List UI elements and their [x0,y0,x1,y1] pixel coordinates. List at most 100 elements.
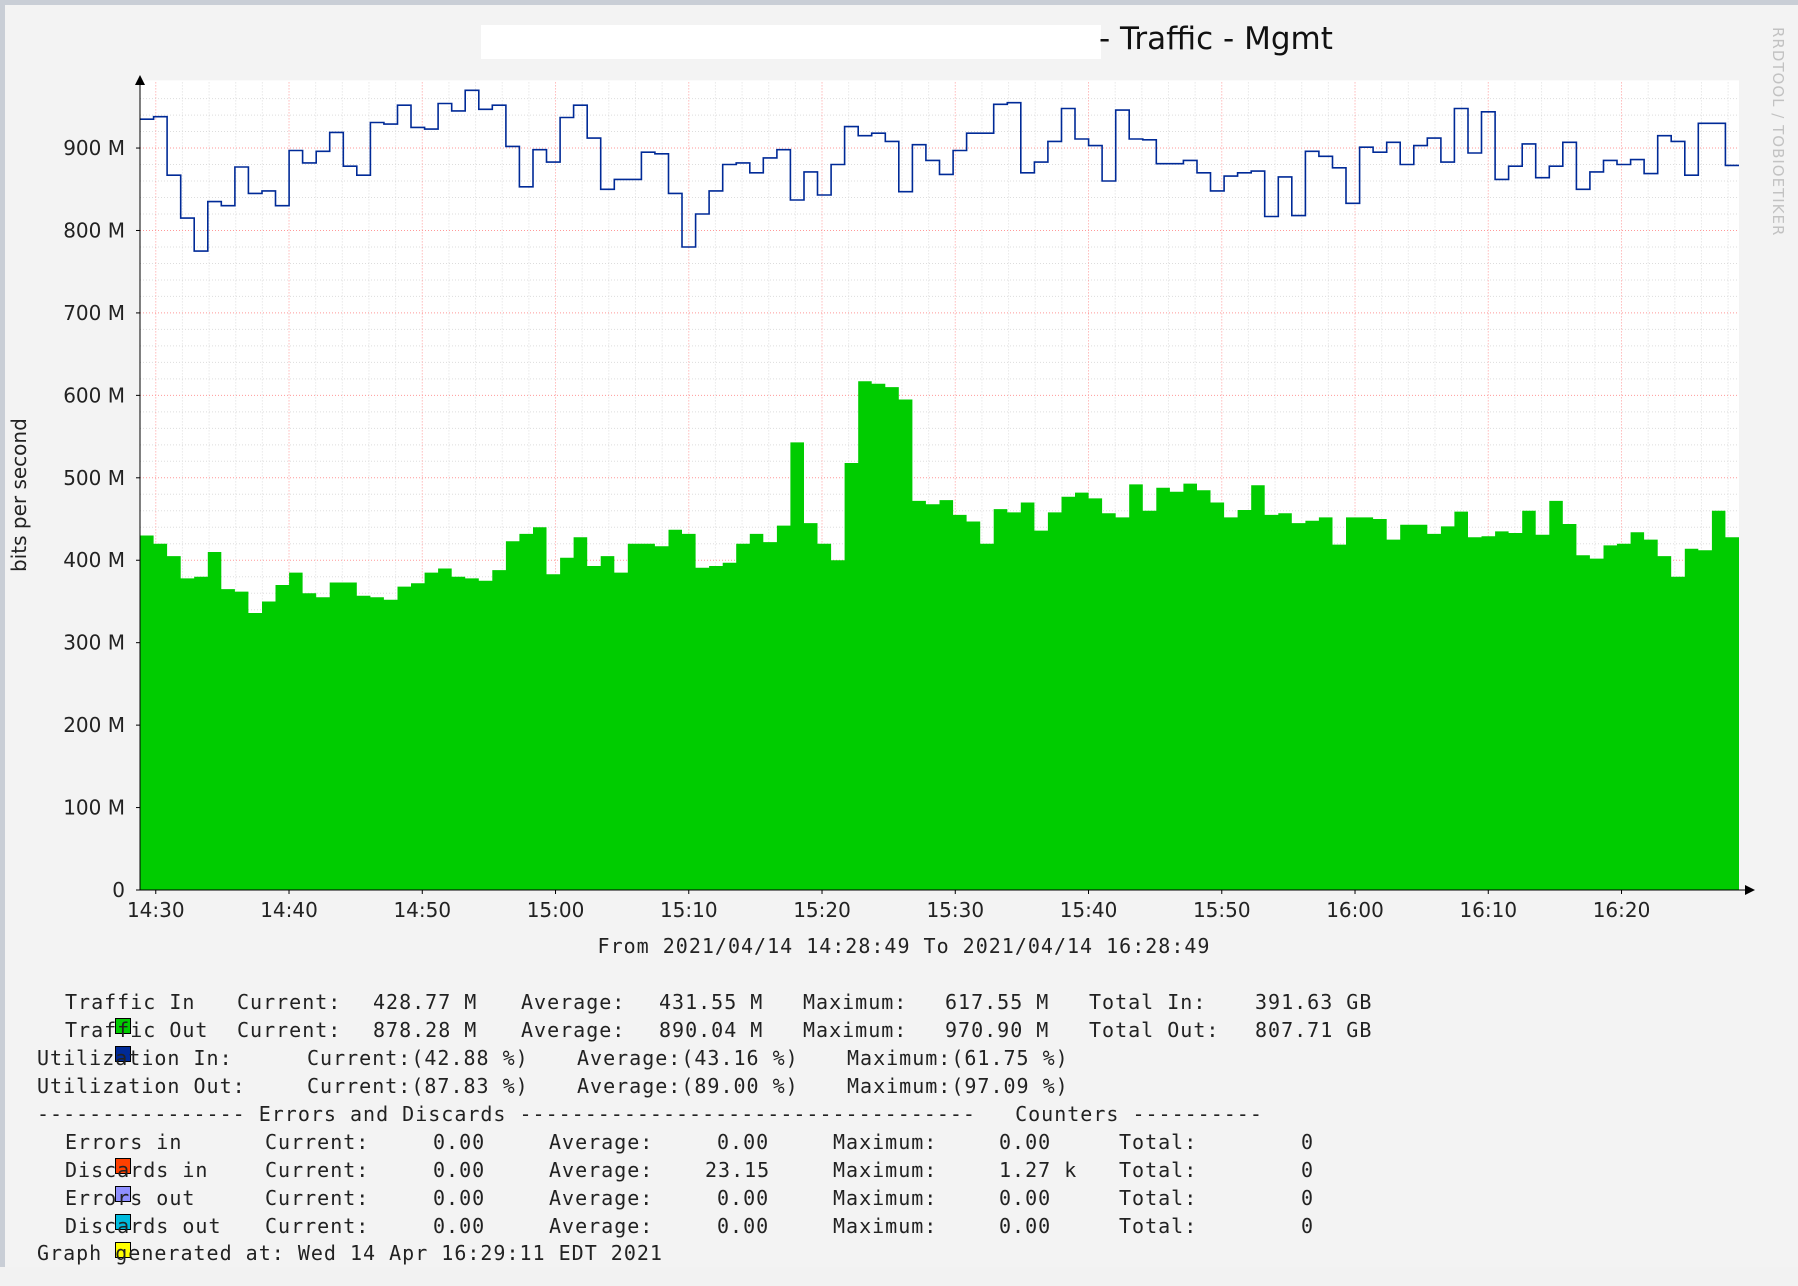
legend-row-errors-in: Errors in Current: 0.00 Average: 0.00 Maximum… [37,1130,1313,1174]
legend-name: Traffic In [65,990,196,1014]
legend-current: 878.28 M [373,1018,478,1042]
traffic-out-line [140,89,1739,252]
legend-current: 0.00 [433,1186,486,1210]
y-tick-label: 300 M [63,631,125,655]
legend-average-label: Average: [521,990,626,1014]
legend-maximum-label: Maximum: [833,1186,938,1210]
legend-average-label: Average: [549,1130,654,1154]
legend-current-label: Current: [237,990,342,1014]
x-tick-label: 14:30 [127,898,185,922]
legend-maximum-label: Maximum: [803,990,908,1014]
legend-average-label: Average: [549,1186,654,1210]
legend-current-label: Current: [237,1018,342,1042]
utilization-name: Utilization Out: [37,1074,246,1098]
legend-name: Traffic Out [65,1018,209,1042]
legend-row-discards-in: Discards in Current: 0.00 Average: 23.15 Maxi… [37,1158,1313,1202]
legend-maximum: 617.55 M [945,990,1050,1014]
y-tick-label: 900 M [63,136,125,160]
legend-name: Errors in [65,1130,183,1154]
utilization-maximum: Maximum:(97.09 %) [847,1074,1069,1098]
errors-in-swatch [115,1158,132,1174]
legend-maximum: 0.00 [999,1186,1052,1210]
legend-maximum: 0.00 [999,1214,1052,1238]
errors-out-swatch [115,1214,132,1230]
legend-name: Discards out [65,1214,222,1238]
legend-row-utilization-out: Utilization Out: Current:(87.83 %) Average… [37,1074,1068,1102]
legend-maximum: 970.90 M [945,1018,1050,1042]
legend-average-label: Average: [549,1214,654,1238]
legend-maximum: 1.27 k [999,1158,1078,1182]
y-tick-label: 800 M [63,218,125,242]
legend-name: Errors out [65,1186,196,1210]
x-tick-label: 15:30 [926,898,984,922]
utilization-current: Current:(42.88 %) [307,1046,529,1070]
x-tick-label: 15:10 [660,898,718,922]
legend-total-label: Total: [1119,1186,1198,1210]
redacted-title-area [481,25,1101,59]
utilization-name: Utilization In: [37,1046,233,1070]
legend-maximum-label: Maximum: [833,1130,938,1154]
legend-total-label: Total: [1119,1158,1198,1182]
legend-current-label: Current: [265,1186,370,1210]
legend-total: 807.71 GB [1255,1018,1373,1042]
y-tick-label: 700 M [63,301,125,325]
x-tick-label: 15:20 [793,898,851,922]
legend-total: 0 [1301,1158,1315,1182]
x-tick-label: 15:50 [1193,898,1251,922]
y-tick-label: 400 M [63,548,125,572]
time-range: From 2021/04/14 14:28:49 To 2021/04/14 1… [597,934,1211,958]
rrdtool-watermark: RRDTOOL / TOBIOETIKER [1769,27,1787,237]
x-tick-label: 14:40 [260,898,318,922]
x-tick-labels: 14:30 14:40 14:50 15:00 15:10 15:20 15:30 15:40… [127,898,1650,922]
generated-timestamp: Graph generated at: Wed 14 Apr 16:29:11 … [37,1241,663,1265]
legend-total: 0 [1301,1130,1315,1154]
x-tick-label: 16:00 [1326,898,1384,922]
legend-current: 0.00 [433,1214,486,1238]
title-row: - Traffic - Mgmt [5,21,1798,65]
legend-row-discards-out: Discards out Current: 0.00 Average: 0.00 Maxi… [37,1214,1313,1258]
legend-total-label: Total: [1119,1130,1198,1154]
legend-average: 0.00 [717,1214,770,1238]
x-axis-arrow [1745,885,1755,895]
traffic-chart: 0 100 M 200 M 300 M 400 M 500 M 600 M 700 M 800 … [63,75,1755,922]
axes [135,75,1755,895]
legend-current-label: Current: [265,1214,370,1238]
legend-current: 0.00 [433,1158,486,1182]
traffic-in-area [140,381,1739,890]
legend-maximum: 0.00 [999,1130,1052,1154]
discards-out-swatch [115,1242,132,1258]
legend-average-label: Average: [521,1018,626,1042]
legend-row-errors-out: Errors out Current: 0.00 Average: 0.00 Maximu… [37,1186,1313,1230]
legend-total-label: Total In: [1089,990,1207,1014]
y-tick-label: 500 M [63,466,125,490]
y-axis-arrow [135,75,145,85]
x-tick-label: 14:50 [393,898,451,922]
legend-total-label: Total: [1119,1214,1198,1238]
legend-average: 431.55 M [659,990,764,1014]
legend-average: 0.00 [717,1186,770,1210]
y-tick-label: 0 [112,878,125,902]
utilization-average: Average:(43.16 %) [577,1046,799,1070]
utilization-current: Current:(87.83 %) [307,1074,529,1098]
traffic-in-swatch [115,1018,132,1034]
traffic-in-series [140,381,1739,890]
utilization-maximum: Maximum:(61.75 %) [847,1046,1069,1070]
y-tick-label: 600 M [63,383,125,407]
legend-row-utilization-in: Utilization In: Current:(42.88 %) Average:… [37,1046,1068,1074]
legend-total: 0 [1301,1186,1315,1210]
legend-current: 428.77 M [373,990,478,1014]
legend-total-label: Total Out: [1089,1018,1220,1042]
legend-average: 890.04 M [659,1018,764,1042]
legend-name: Discards in [65,1158,209,1182]
errors-discards-header: ---------------- Errors and Discards ---… [37,1102,1263,1126]
legend-current-label: Current: [265,1158,370,1182]
graph-title: - Traffic - Mgmt [1099,21,1333,57]
legend-average: 23.15 [705,1158,771,1182]
legend: Traffic In Current: 428.77 M Average: 431.55… [37,990,1371,1258]
legend-maximum-label: Maximum: [833,1214,938,1238]
x-tick-label: 16:10 [1459,898,1517,922]
legend-maximum-label: Maximum: [833,1158,938,1182]
legend-row-traffic-out: Traffic Out Current: 878.28 M Average: 890.0… [37,1018,1371,1062]
legend-current: 0.00 [433,1130,486,1154]
